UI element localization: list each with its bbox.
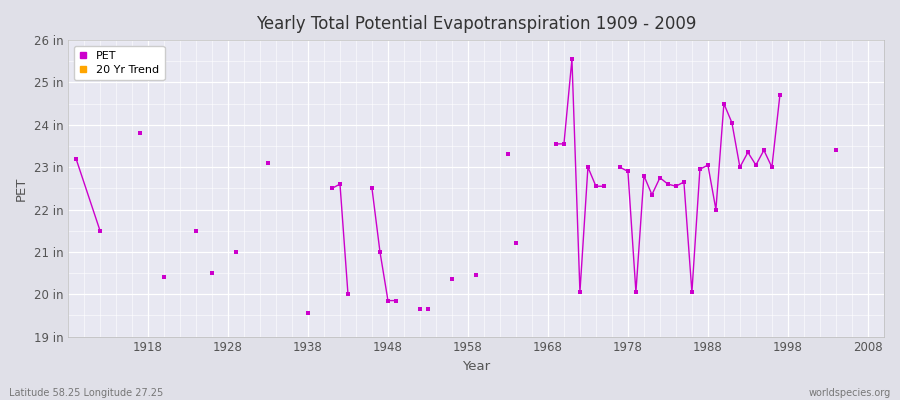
Point xyxy=(189,228,203,234)
Point xyxy=(557,141,572,147)
Point xyxy=(685,289,699,295)
Point xyxy=(597,183,611,190)
Point xyxy=(364,185,379,192)
Point xyxy=(701,162,716,168)
Point xyxy=(652,174,667,181)
Point xyxy=(661,181,675,187)
Point xyxy=(589,183,603,190)
Point xyxy=(580,164,595,170)
Point xyxy=(716,100,731,107)
Point xyxy=(373,249,387,255)
Point xyxy=(508,240,523,247)
Point xyxy=(549,141,563,147)
Legend: PET, 20 Yr Trend: PET, 20 Yr Trend xyxy=(74,46,165,80)
Text: worldspecies.org: worldspecies.org xyxy=(809,388,891,398)
Point xyxy=(229,249,243,255)
Point xyxy=(829,147,843,154)
Point xyxy=(693,166,707,172)
Point xyxy=(564,56,579,62)
Y-axis label: PET: PET xyxy=(15,176,28,200)
Point xyxy=(325,185,339,192)
Point xyxy=(741,149,755,156)
Point xyxy=(157,274,171,280)
Point xyxy=(613,164,627,170)
Point xyxy=(421,306,436,312)
Text: Latitude 58.25 Longitude 27.25: Latitude 58.25 Longitude 27.25 xyxy=(9,388,163,398)
Point xyxy=(677,179,691,185)
Point xyxy=(621,168,635,175)
Point xyxy=(133,130,148,136)
Point xyxy=(500,151,515,158)
Point xyxy=(749,162,763,168)
Point xyxy=(445,276,459,283)
Point xyxy=(93,228,107,234)
Point xyxy=(765,164,779,170)
Point xyxy=(205,270,220,276)
Point xyxy=(381,297,395,304)
Point xyxy=(413,306,428,312)
Point xyxy=(68,156,83,162)
Point xyxy=(333,181,347,187)
Title: Yearly Total Potential Evapotranspiration 1909 - 2009: Yearly Total Potential Evapotranspiratio… xyxy=(256,15,696,33)
Point xyxy=(261,160,275,166)
Point xyxy=(629,289,643,295)
Point xyxy=(636,172,651,179)
Point xyxy=(341,291,356,298)
Point xyxy=(757,147,771,154)
Point xyxy=(301,310,315,316)
Point xyxy=(644,192,659,198)
Point xyxy=(572,289,587,295)
X-axis label: Year: Year xyxy=(462,360,490,373)
Point xyxy=(724,120,739,126)
Point xyxy=(669,183,683,190)
Point xyxy=(773,92,788,98)
Point xyxy=(389,297,403,304)
Point xyxy=(733,164,747,170)
Point xyxy=(469,272,483,278)
Point xyxy=(708,206,723,213)
